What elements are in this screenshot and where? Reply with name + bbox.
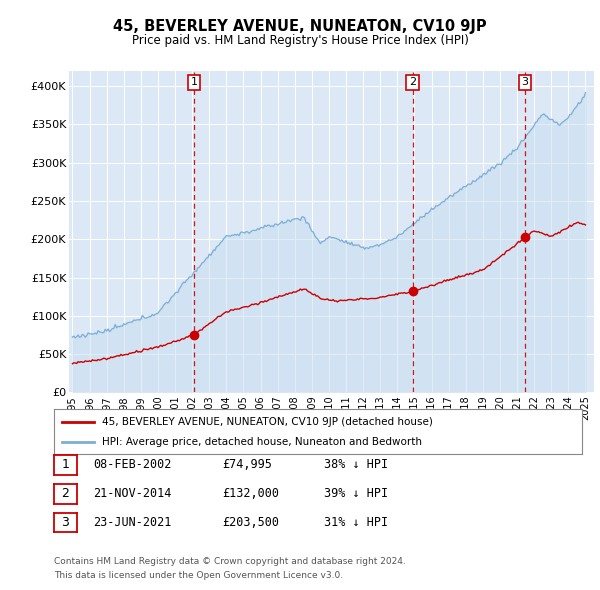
Text: 21-NOV-2014: 21-NOV-2014	[93, 487, 172, 500]
Text: £132,000: £132,000	[222, 487, 279, 500]
Text: This data is licensed under the Open Government Licence v3.0.: This data is licensed under the Open Gov…	[54, 571, 343, 580]
Text: 39% ↓ HPI: 39% ↓ HPI	[324, 487, 388, 500]
Text: 3: 3	[61, 516, 70, 529]
Text: 3: 3	[521, 77, 529, 87]
Text: 2: 2	[409, 77, 416, 87]
Text: 1: 1	[61, 458, 70, 471]
Text: 45, BEVERLEY AVENUE, NUNEATON, CV10 9JP (detached house): 45, BEVERLEY AVENUE, NUNEATON, CV10 9JP …	[101, 417, 433, 427]
Text: 45, BEVERLEY AVENUE, NUNEATON, CV10 9JP: 45, BEVERLEY AVENUE, NUNEATON, CV10 9JP	[113, 19, 487, 34]
Text: £74,995: £74,995	[222, 458, 272, 471]
Text: £203,500: £203,500	[222, 516, 279, 529]
Text: Contains HM Land Registry data © Crown copyright and database right 2024.: Contains HM Land Registry data © Crown c…	[54, 557, 406, 566]
Text: 08-FEB-2002: 08-FEB-2002	[93, 458, 172, 471]
Text: 38% ↓ HPI: 38% ↓ HPI	[324, 458, 388, 471]
Text: 1: 1	[190, 77, 197, 87]
Text: 23-JUN-2021: 23-JUN-2021	[93, 516, 172, 529]
Text: 31% ↓ HPI: 31% ↓ HPI	[324, 516, 388, 529]
Text: HPI: Average price, detached house, Nuneaton and Bedworth: HPI: Average price, detached house, Nune…	[101, 437, 422, 447]
Text: 2: 2	[61, 487, 70, 500]
Text: Price paid vs. HM Land Registry's House Price Index (HPI): Price paid vs. HM Land Registry's House …	[131, 34, 469, 47]
